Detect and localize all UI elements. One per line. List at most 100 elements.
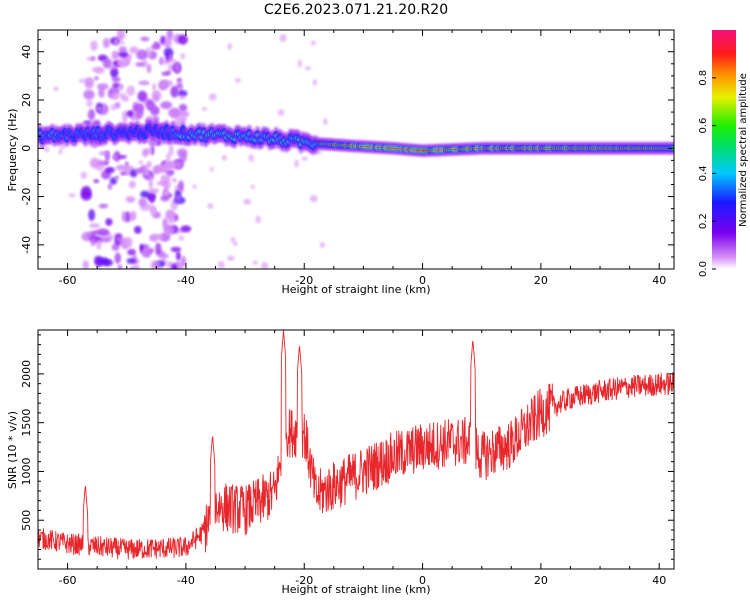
heatmap-cell [102,57,112,69]
heatmap-cell [192,184,197,189]
heatmap-cell [152,83,157,91]
heatmap-cell [160,174,171,182]
heatmap-cell [217,260,225,269]
heatmap-cell [134,167,144,174]
colorbar-tick-label: 0.0 [698,261,709,277]
heatmap-cell [168,144,174,157]
y-tick-label: 40 [20,45,33,59]
heatmap-cell [163,181,168,189]
heatmap-cell [230,237,236,243]
heatmap-cell [111,154,118,160]
heatmap-cell [152,41,161,49]
heatmap-cell [208,93,217,101]
heatmap-cell [137,103,145,115]
heatmap-cell [140,190,150,198]
heatmap-cell [80,171,88,179]
y-tick-label: 0 [20,145,33,152]
heatmap-cell [121,210,126,222]
heatmap-cell [294,159,299,168]
heatmap-cell [88,209,96,221]
heatmap-cell [177,90,188,97]
heatmap-cell [176,82,183,90]
heatmap-cell [68,193,76,198]
heatmap-cell [279,34,287,42]
heatmap-cell [227,255,235,261]
heatmap-cell [309,194,318,203]
heatmap-cell [94,255,104,268]
heatmap-cell [166,152,171,162]
heatmap-cell [163,38,172,49]
x-tick-label: -20 [295,274,313,287]
heatmap-cell [129,46,139,54]
heatmap-cell [169,108,182,119]
heatmap-cell [207,203,214,209]
heatmap-cell [148,247,155,254]
heatmap-cell [147,187,160,194]
x-tick-label: 0 [419,274,426,287]
heatmap-cell [93,179,100,184]
heatmap-cell [148,180,153,189]
heatmap-cell [148,174,155,182]
colorbar-ticks: 0.0 0.2 0.4 0.6 0.8 [698,70,716,277]
heatmap-cell [201,106,208,112]
heatmap-cell [116,236,124,242]
heatmap-cell [114,175,120,180]
y-tick-label: 20 [20,93,33,107]
heatmap-cell [44,146,50,153]
heatmap-cell [83,89,95,100]
snr-y-ticks: 500 1000 1500 2000 [20,334,674,570]
heatmap-cell [116,57,129,68]
heatmap-cell [90,238,96,247]
heatmap-cell [125,196,136,203]
heatmap-cell [98,229,110,237]
snr-x-ticks: -60 -40 -20 0 20 40 [37,330,666,587]
colorbar-label: Normalized spectral amplitude [738,73,749,227]
heatmap-cell [179,95,186,100]
heatmap-cell [248,154,255,162]
colorbar-tick-label: 0.2 [698,213,709,229]
heatmap-cell [95,105,103,112]
colorbar-tick-label: 0.8 [698,70,709,86]
heatmap-cell [122,110,128,123]
heatmap-cell [151,89,162,102]
heatmap-cell [117,264,123,269]
y-tick-label: -20 [20,188,33,206]
heatmap-cell [111,50,119,60]
heatmap-cell [53,86,59,92]
colorbar-gradient [712,30,736,269]
heatmap-cell [90,40,98,51]
heatmap-cell [118,92,127,99]
heatmap-cell [170,246,182,253]
colorbar-tick-label: 0.6 [698,118,709,134]
heatmap-cell [102,37,110,49]
heatmap-cell [178,103,188,112]
heatmap-cell [261,261,269,269]
heatmap-cell [170,85,179,98]
heatmap-cell [180,225,192,233]
heatmap-cell [176,77,183,83]
heatmap-cell [255,215,261,224]
x-tick-label: 40 [652,574,666,587]
heatmap-cell [113,38,119,47]
spectrogram-y-ticks: -40 -20 0 20 40 [20,39,674,270]
heatmap-cell [175,116,188,122]
x-tick-label: 20 [534,574,548,587]
heatmap-cell [129,210,137,220]
heatmap-cell [125,236,133,248]
heatmap-cell [116,35,123,40]
heatmap-cell [171,263,178,269]
snr-series-line [38,330,674,560]
heatmap-cell [177,34,188,45]
heatmap-cell [118,50,128,58]
heatmap-cell [98,203,109,209]
heatmap-cell [104,166,115,174]
heatmap-cell [118,46,127,53]
x-tick-label: 0 [419,574,426,587]
heatmap-cell [146,63,152,74]
heatmap-cell [173,61,181,73]
heatmap-cell [103,160,109,165]
x-tick-label: -20 [295,574,313,587]
spectrogram-y-label: Frequency (Hz) [6,109,19,192]
heatmap-cell [124,161,129,167]
